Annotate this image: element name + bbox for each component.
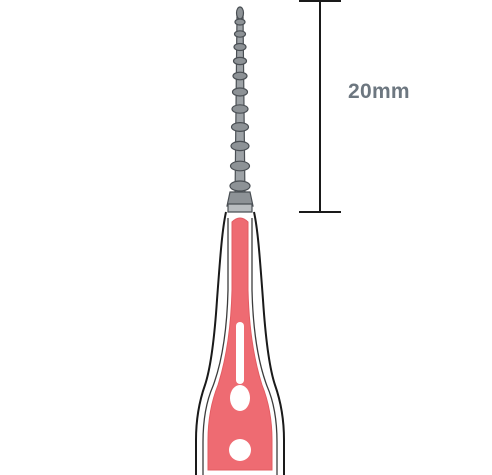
- pick-tip-collar: [226, 191, 254, 207]
- scale-bar-label: 20mm: [348, 80, 410, 103]
- pick-handle-slot: [230, 322, 250, 411]
- pick-tip-point: [235, 6, 245, 20]
- pick-tip: [226, 6, 254, 213]
- pick-tip-ribs: [229, 18, 251, 192]
- pick-handle-inner-outline: [202, 218, 278, 475]
- pick-handle-hole: [229, 439, 251, 461]
- scale-bar: [299, 0, 341, 213]
- pick-handle-outline: [195, 211, 285, 475]
